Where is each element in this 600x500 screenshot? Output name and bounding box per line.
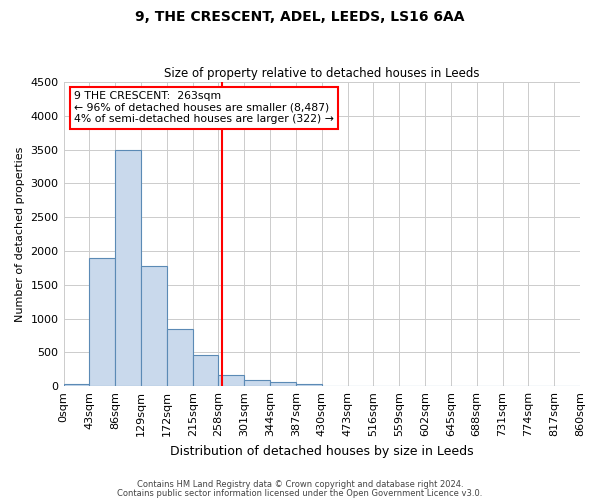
Y-axis label: Number of detached properties: Number of detached properties [15,146,25,322]
Bar [167,328,193,386]
Bar [244,380,270,386]
X-axis label: Distribution of detached houses by size in Leeds: Distribution of detached houses by size … [170,444,473,458]
Bar [270,382,296,386]
Bar [218,375,244,386]
Text: 9 THE CRESCENT:  263sqm
← 96% of detached houses are smaller (8,487)
4% of semi-: 9 THE CRESCENT: 263sqm ← 96% of detached… [74,91,334,124]
Title: Size of property relative to detached houses in Leeds: Size of property relative to detached ho… [164,66,479,80]
Bar [193,355,218,386]
Bar [64,384,89,386]
Bar [141,266,167,386]
Bar [89,258,115,386]
Text: Contains HM Land Registry data © Crown copyright and database right 2024.: Contains HM Land Registry data © Crown c… [137,480,463,489]
Text: 9, THE CRESCENT, ADEL, LEEDS, LS16 6AA: 9, THE CRESCENT, ADEL, LEEDS, LS16 6AA [135,10,465,24]
Text: Contains public sector information licensed under the Open Government Licence v3: Contains public sector information licen… [118,488,482,498]
Bar [115,150,141,386]
Bar [296,384,322,386]
